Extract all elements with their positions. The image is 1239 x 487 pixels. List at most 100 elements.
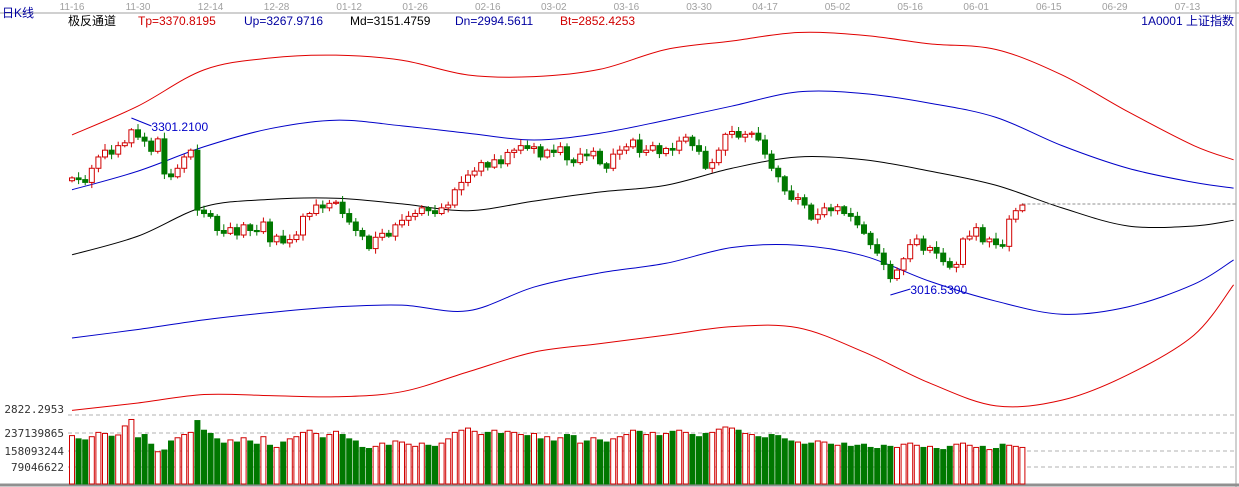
candle-down [768, 153, 775, 169]
candle-up [121, 142, 128, 147]
volume-bar-down [524, 435, 531, 485]
volume-bars [69, 418, 1026, 485]
volume-bar-up [438, 442, 445, 485]
candle-up [511, 149, 518, 153]
candle-up [630, 139, 636, 148]
candle-up [1012, 210, 1019, 220]
volume-bar-down [828, 443, 834, 485]
candle-down [993, 238, 999, 246]
volume-bar-down [861, 443, 867, 485]
volume-bar-down [696, 436, 702, 485]
volume-bar-down [920, 446, 927, 485]
volume-bar-up [333, 430, 339, 485]
volume-bar-down [979, 445, 986, 485]
volume-bar-down [993, 448, 999, 485]
candle-down [841, 206, 848, 215]
volume-bar-down [867, 446, 874, 485]
candle-down [854, 215, 861, 226]
volume-bar-up [616, 436, 623, 485]
volume-bar-down [194, 420, 201, 485]
candle-up [649, 145, 656, 151]
candle-down [484, 162, 491, 168]
volume-bar-up [412, 445, 419, 485]
volume-bar-down [755, 436, 762, 485]
volume-bar-down [537, 438, 544, 485]
candle-up [392, 224, 399, 237]
candle-down [537, 146, 544, 158]
volume-bar-down [669, 430, 676, 485]
volume-bar-down [788, 440, 795, 485]
candle-up [900, 258, 907, 271]
up-value: Up=3267.9716 [244, 14, 323, 28]
volume-bar-up [715, 428, 722, 485]
volume-bar-up [630, 429, 636, 485]
candle-down [828, 207, 834, 212]
volume-bar-down [603, 441, 610, 485]
volume-bar-down [366, 448, 372, 485]
volume-bar-up [1006, 444, 1013, 485]
volume-bar-down [564, 434, 570, 485]
volume-bar-up [418, 442, 425, 485]
candle-up [293, 234, 300, 241]
candle-down [636, 139, 643, 153]
volume-bar-up [834, 444, 841, 485]
candle-down [847, 213, 854, 217]
candle-up [544, 149, 551, 158]
volume-bar-up [676, 429, 683, 485]
volume-bar-down [346, 438, 353, 485]
candle-up [154, 138, 161, 152]
dn-value: Dn=2994.5611 [455, 14, 534, 28]
channel-bands [71, 31, 1234, 411]
candle-down [669, 147, 676, 151]
candle-down [75, 177, 82, 181]
candle-up [286, 239, 293, 244]
volume-bar-up [709, 431, 716, 485]
volume-bar-up [379, 442, 386, 485]
volume-bar-down [570, 435, 577, 485]
candle-down [570, 159, 577, 164]
candle-down [880, 252, 887, 265]
candle-down [359, 229, 366, 237]
volume-bar-up [557, 437, 564, 485]
candle-down [234, 227, 240, 236]
volume-bar-down [656, 435, 663, 485]
period-label[interactable]: 日K线 [2, 6, 34, 20]
volume-bar-down [768, 434, 775, 485]
candle-down [253, 229, 260, 233]
candle-up [445, 204, 452, 209]
candle-up [577, 153, 584, 164]
candle-up [913, 238, 920, 246]
date-tick-label: 03-30 [686, 2, 712, 13]
volume-bar-down [385, 444, 392, 485]
volume-bar-up [293, 436, 300, 485]
candle-down [979, 227, 986, 243]
candle-up [709, 162, 716, 169]
candle-up [399, 219, 405, 226]
candle-down [385, 232, 392, 237]
candle-up [722, 133, 729, 151]
volume-bar-up [69, 435, 75, 485]
candle-down [861, 224, 867, 234]
volume-bar-down [82, 439, 89, 485]
volume-bar-down [161, 449, 168, 485]
volume-bar-up [643, 434, 650, 485]
volume-bar-up [966, 444, 973, 485]
candle-down [946, 261, 953, 268]
candle-up [465, 174, 471, 183]
volume-bar-up [471, 430, 478, 485]
volume-bar-up [154, 451, 161, 485]
volume-bar-down [220, 442, 227, 485]
volume-bar-up [128, 418, 135, 485]
candle-down [168, 173, 174, 178]
symbol-label: 1A0001 上证指数 [1141, 13, 1234, 28]
candle-down [319, 204, 326, 209]
candle-up [181, 156, 188, 169]
candle-down [696, 145, 702, 152]
candle-up [471, 170, 478, 176]
volume-bar-up [814, 440, 821, 485]
low-marker-pointer [890, 288, 911, 296]
candle-up [88, 167, 95, 183]
volume-bar-up [623, 434, 630, 485]
volume-bar-down [854, 444, 861, 485]
